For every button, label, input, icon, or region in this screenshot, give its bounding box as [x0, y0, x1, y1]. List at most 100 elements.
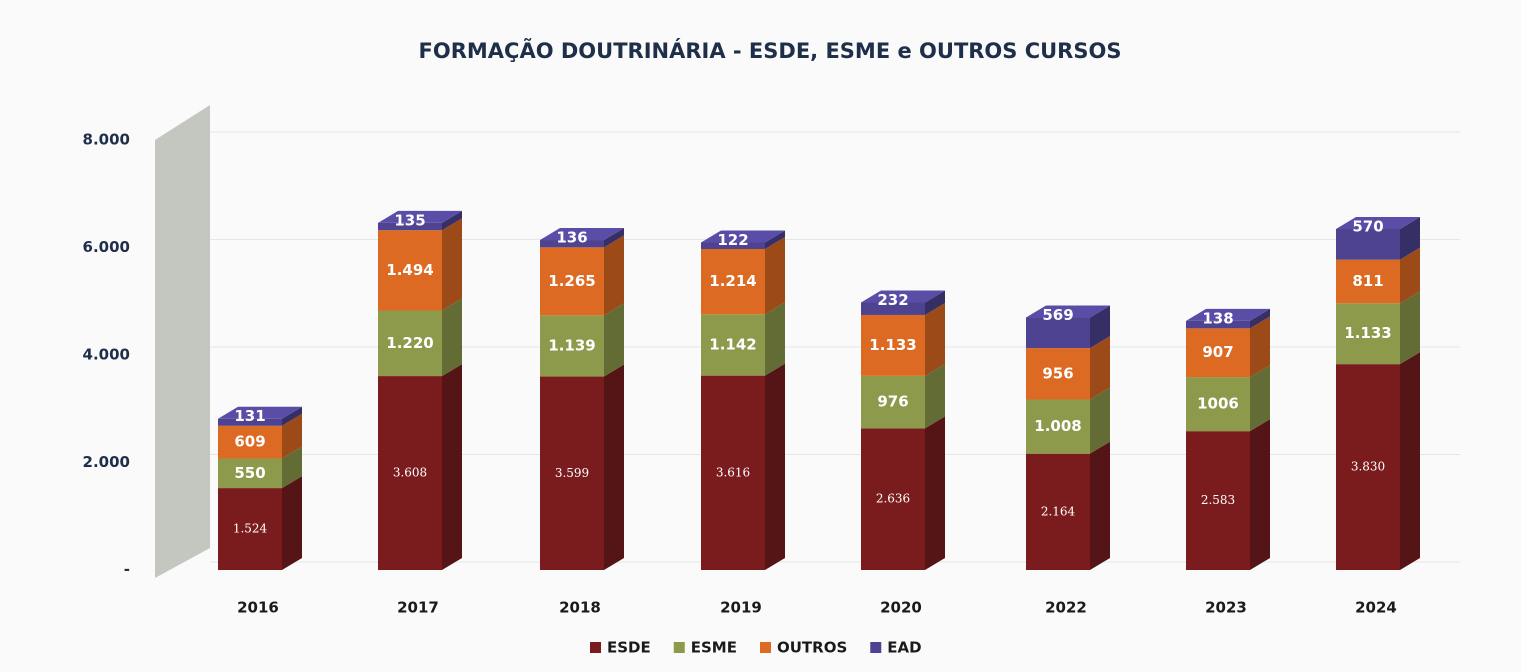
- bar-segment: [540, 315, 604, 377]
- bar-segment: [1186, 320, 1250, 329]
- data-label: 131: [234, 407, 265, 425]
- bar-side: [1090, 387, 1110, 454]
- x-tick-label: 2017: [397, 599, 439, 617]
- y-tick-label: 8.000: [83, 131, 130, 149]
- bar-side: [925, 363, 945, 429]
- x-tick-label: 2018: [559, 599, 601, 617]
- bar-segment: [1186, 431, 1250, 570]
- data-label: 135: [394, 211, 425, 229]
- bar-side: [1250, 365, 1270, 432]
- bar-side: [765, 230, 785, 250]
- data-label: 956: [1042, 364, 1073, 382]
- data-label: 609: [234, 433, 265, 451]
- bar-segment: [861, 428, 925, 570]
- bar-side: [604, 228, 624, 248]
- bar-side: [925, 302, 945, 376]
- data-label: 3.608: [393, 466, 427, 480]
- bar-segment: [378, 376, 442, 570]
- bar-side: [1400, 352, 1420, 570]
- bar-segment: [701, 314, 765, 376]
- data-label: 2.583: [1201, 493, 1235, 507]
- bar-segment: [218, 425, 282, 459]
- bar-side: [1090, 336, 1110, 400]
- bar-side: [282, 406, 302, 426]
- bar-segment: [1026, 399, 1090, 454]
- x-tick-label: 2024: [1355, 599, 1397, 617]
- bar-side: [1090, 441, 1110, 570]
- bar-side: [925, 290, 945, 315]
- bar-segment: [540, 247, 604, 316]
- x-tick-label: 2023: [1205, 599, 1247, 617]
- bar-segment: [378, 230, 442, 311]
- data-label: 550: [234, 464, 265, 482]
- bar-segment: [218, 458, 282, 489]
- y-tick-label: 6.000: [83, 238, 130, 256]
- bar-segment: [1026, 453, 1090, 570]
- data-label: 3.599: [555, 466, 589, 480]
- data-label: 232: [877, 291, 908, 309]
- bar-top: [701, 230, 785, 243]
- bar-top: [378, 210, 462, 223]
- legend-label: ESDE: [607, 639, 651, 657]
- bar-side: [1250, 316, 1270, 378]
- data-label: 1.494: [386, 261, 433, 279]
- data-label: 1.220: [386, 334, 433, 352]
- data-label: 1.133: [1344, 324, 1391, 342]
- data-label: 3.830: [1351, 460, 1385, 474]
- bar-segment: [378, 310, 442, 377]
- bar-side: [442, 210, 462, 231]
- bar-segment: [1186, 377, 1250, 432]
- bar-segment: [701, 242, 765, 250]
- bar-top: [1336, 217, 1420, 230]
- bar-top: [218, 406, 302, 419]
- legend-swatch: [590, 642, 601, 653]
- data-label: 1.524: [233, 522, 268, 536]
- data-label: 1.133: [869, 336, 916, 354]
- legend-swatch: [759, 642, 771, 653]
- bar-top: [1186, 308, 1270, 321]
- bar-segment: [540, 376, 604, 570]
- bar-segment: [1336, 229, 1400, 260]
- data-label: 976: [877, 393, 908, 411]
- bar-segment: [540, 240, 604, 248]
- bar-segment: [861, 314, 925, 376]
- data-label: 1.142: [709, 335, 756, 353]
- bar-segment: [861, 302, 925, 315]
- bar-side: [282, 413, 302, 459]
- bar-side: [442, 298, 462, 377]
- bar-top: [1026, 305, 1110, 318]
- data-label: 138: [1202, 309, 1233, 327]
- bar-segment: [1186, 328, 1250, 378]
- bar-side: [765, 302, 785, 376]
- bar-segment: [1336, 303, 1400, 365]
- legend-label: ESME: [691, 639, 737, 657]
- data-label: 569: [1042, 306, 1073, 324]
- bar-segment: [378, 222, 442, 231]
- bar-side: [442, 364, 462, 570]
- bar-segment: [1336, 259, 1400, 304]
- y-tick-label: -: [124, 561, 130, 579]
- x-tick-label: 2022: [1045, 599, 1087, 617]
- data-label: 122: [717, 231, 748, 249]
- bar-segment: [218, 418, 282, 426]
- bar-side: [1400, 247, 1420, 304]
- back-wall: [155, 105, 210, 578]
- legend-label: EAD: [887, 639, 921, 657]
- bar-side: [282, 446, 302, 489]
- data-label: 1.265: [548, 272, 595, 290]
- data-label: 1006: [1197, 395, 1239, 413]
- bar-side: [1250, 308, 1270, 329]
- data-label: 1.214: [709, 272, 756, 290]
- bar-top: [861, 290, 945, 303]
- bar-side: [925, 416, 945, 570]
- bar-segment: [218, 488, 282, 570]
- data-label: 907: [1202, 343, 1233, 361]
- bar-segment: [701, 249, 765, 315]
- bar-side: [442, 218, 462, 311]
- data-label: 2.636: [876, 492, 910, 506]
- bar-side: [604, 303, 624, 377]
- data-label: 3.616: [716, 465, 750, 479]
- bar-segment: [701, 375, 765, 570]
- bar-side: [1400, 291, 1420, 365]
